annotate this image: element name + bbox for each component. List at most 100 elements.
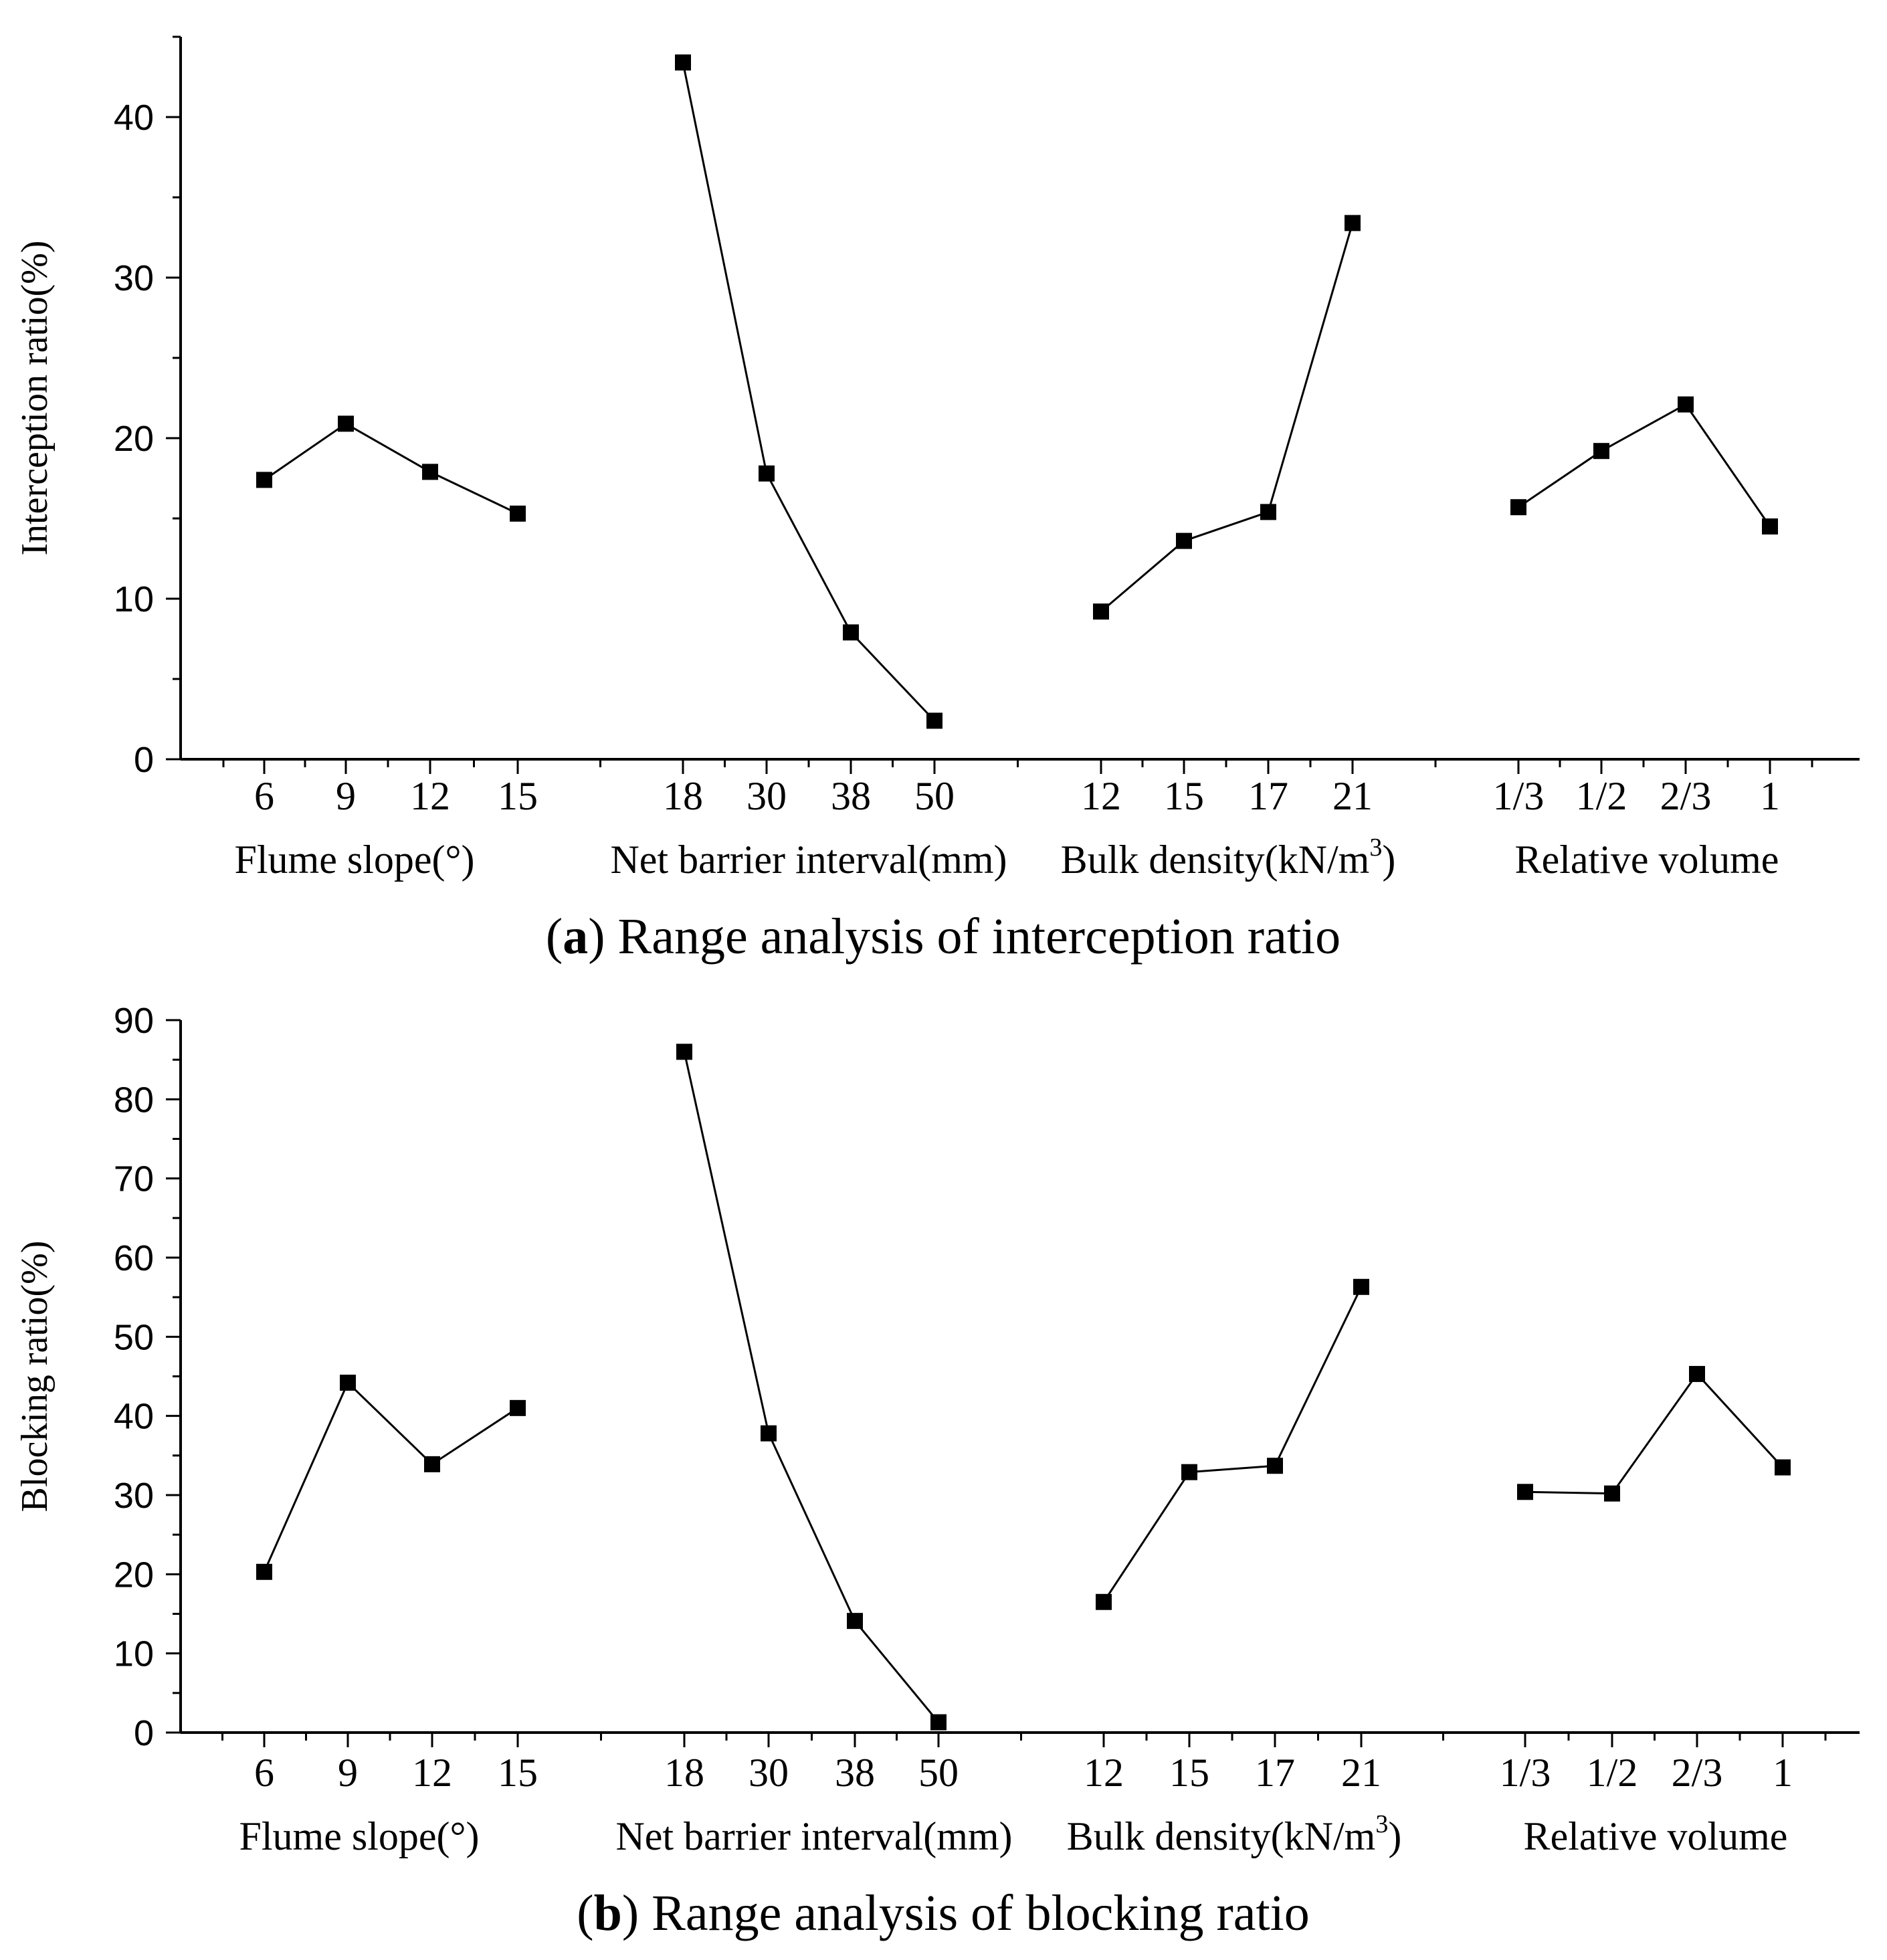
data-point-marker: [1604, 1485, 1620, 1502]
data-point-marker: [843, 624, 859, 641]
data-point-marker: [1517, 1484, 1533, 1500]
data-point-marker: [256, 472, 272, 488]
y-tick-label: 70: [114, 1159, 154, 1199]
y-tick-label: 30: [114, 1476, 154, 1516]
x-group-label: Relative volume: [1515, 838, 1779, 882]
x-category-label: 6: [254, 774, 274, 818]
data-point-marker: [1093, 603, 1109, 620]
x-category-label: 18: [664, 1751, 704, 1795]
x-category-label: 15: [498, 1751, 538, 1795]
y-tick-label: 40: [114, 98, 154, 138]
y-tick-label: 90: [114, 1001, 154, 1041]
x-category-label: 1: [1773, 1751, 1793, 1795]
x-category-label: 1: [1760, 774, 1780, 818]
x-category-label: 2/3: [1660, 774, 1712, 818]
x-category-label: 18: [663, 774, 703, 818]
series-line-4: [1518, 403, 1771, 527]
x-category-label: 6: [254, 1751, 274, 1795]
x-category-label: 30: [747, 774, 787, 818]
x-category-label: 1/2: [1587, 1751, 1638, 1795]
x-category-label: 38: [835, 1751, 875, 1795]
data-point-marker: [676, 1044, 692, 1060]
data-point-marker: [1096, 1593, 1112, 1610]
y-tick-label: 10: [114, 579, 154, 619]
y-axis-title: Blocking ratio(%): [14, 1241, 56, 1512]
data-point-marker: [338, 415, 354, 432]
panel-caption: (b) Range analysis of blocking ratio: [577, 1885, 1309, 1941]
data-point-marker: [675, 54, 691, 71]
data-point-marker: [510, 1399, 526, 1416]
x-category-label: 9: [336, 774, 356, 818]
x-category-label: 17: [1255, 1751, 1295, 1795]
y-tick-label: 30: [114, 258, 154, 298]
data-point-marker: [930, 1714, 947, 1731]
x-category-label: 50: [918, 1751, 959, 1795]
y-tick-label: 60: [114, 1238, 154, 1278]
data-point-marker: [1775, 1459, 1791, 1476]
x-category-label: 2/3: [1672, 1751, 1723, 1795]
x-category-label: 21: [1341, 1751, 1381, 1795]
x-group-label: Flume slope(°): [239, 1814, 480, 1858]
data-point-marker: [1689, 1365, 1705, 1382]
panel-a-interception-ratio: 0 10 20 30 40 Interception ratio(%) 6 9 12 15 Flum…: [14, 35, 1860, 965]
series-line-3: [1102, 1286, 1363, 1603]
data-point-marker: [1176, 532, 1192, 549]
data-point-marker: [424, 1456, 440, 1472]
y-tick-label: 0: [134, 1713, 154, 1753]
series-line-2: [682, 62, 936, 722]
data-point-marker: [926, 712, 942, 729]
data-point-marker: [340, 1374, 356, 1391]
x-group-label: Net barrier interval(mm): [615, 1814, 1012, 1858]
series-line-2: [683, 1052, 940, 1723]
series-line-1: [264, 422, 518, 515]
y-tick-label: 20: [114, 419, 154, 459]
data-point-marker: [1762, 518, 1778, 534]
y-tick-label: 50: [114, 1317, 154, 1357]
x-category-label: 15: [1164, 774, 1204, 818]
x-group-label: Relative volume: [1524, 1814, 1788, 1858]
x-group-label: Net barrier interval(mm): [610, 838, 1007, 882]
x-category-label: 9: [338, 1751, 358, 1795]
data-point-marker: [1181, 1464, 1197, 1480]
x-category-label: 1/3: [1500, 1751, 1551, 1795]
y-tick-label: 40: [114, 1397, 154, 1437]
y-axis-title: Interception ratio(%): [14, 240, 56, 555]
y-tick-label: 10: [114, 1634, 154, 1674]
x-category-label: 17: [1248, 774, 1288, 818]
series-line-1: [263, 1381, 518, 1573]
data-point-marker: [1353, 1278, 1369, 1295]
x-category-label: 30: [749, 1751, 789, 1795]
x-category-label: 15: [1169, 1751, 1209, 1795]
panel-caption: (a) Range analysis of interception ratio: [546, 908, 1340, 965]
data-point-marker: [1267, 1458, 1283, 1474]
data-point-marker: [1678, 396, 1694, 413]
series-line-4: [1524, 1372, 1784, 1495]
data-point-marker: [256, 1563, 272, 1580]
x-group-label: Flume slope(°): [235, 838, 475, 882]
data-point-marker: [761, 1425, 777, 1442]
x-category-label: 21: [1332, 774, 1373, 818]
x-category-label: 15: [498, 774, 538, 818]
y-tick-label: 20: [114, 1555, 154, 1595]
x-category-label: 12: [412, 1751, 452, 1795]
y-tick-label: 80: [114, 1080, 154, 1120]
y-tick-label: 0: [134, 740, 154, 780]
x-category-label: 12: [410, 774, 450, 818]
x-category-label: 38: [831, 774, 871, 818]
x-category-label: 1/3: [1493, 774, 1545, 818]
x-category-label: 50: [914, 774, 955, 818]
x-group-label: Bulk density(kN/m3): [1061, 834, 1396, 882]
data-point-marker: [759, 465, 775, 482]
data-point-marker: [422, 464, 438, 480]
data-point-marker: [847, 1613, 863, 1630]
x-category-label: 12: [1084, 1751, 1124, 1795]
x-category-label: 12: [1081, 774, 1121, 818]
data-point-marker: [1510, 499, 1526, 516]
data-point-marker: [510, 505, 526, 522]
data-point-marker: [1593, 443, 1609, 460]
series-line-3: [1100, 222, 1354, 613]
data-point-marker: [1260, 504, 1276, 520]
data-point-marker: [1345, 215, 1361, 231]
